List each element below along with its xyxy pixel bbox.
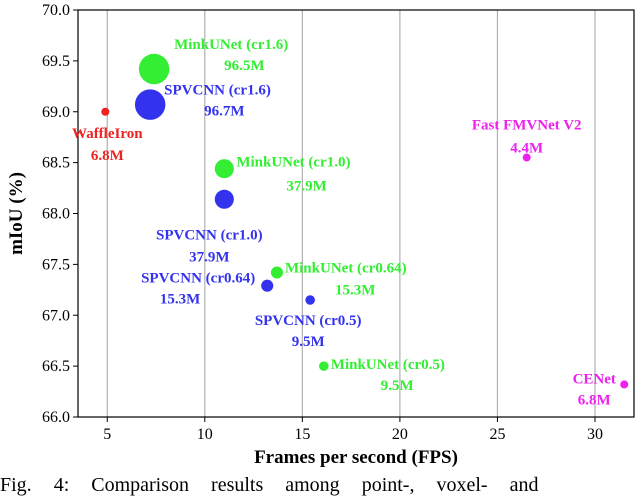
y-tick-label: 70.0 bbox=[42, 2, 70, 19]
point-label-params: 37.9M bbox=[286, 179, 326, 195]
grid bbox=[106, 10, 596, 417]
point-label-params: 6.8M bbox=[91, 148, 124, 164]
data-point bbox=[214, 159, 234, 179]
caption-word: 4: bbox=[53, 474, 70, 496]
point-label-name: MinkUNet (cr1.0) bbox=[236, 155, 350, 171]
point-label-params: 96.7M bbox=[204, 104, 244, 120]
x-tick-label: 30 bbox=[587, 426, 603, 443]
data-point bbox=[214, 189, 234, 209]
figure-caption: Fig. 4: Comparison results among point-, voxel… bbox=[0, 474, 640, 500]
point-label-params: 96.5M bbox=[224, 58, 264, 74]
caption-word: point-, bbox=[361, 474, 415, 496]
point-labels: MinkUNet (cr1.6) 96.5M SPVCNN (cr1.6) 96.7M… bbox=[72, 37, 616, 408]
point-label-name: Fast FMVNet V2 bbox=[472, 118, 582, 134]
point-label-name: MinkUNet (cr0.64) bbox=[285, 261, 407, 277]
y-tick-label: 66.0 bbox=[42, 409, 70, 426]
y-tick-label: 67.0 bbox=[42, 307, 70, 324]
point-label-name: WaffleIron bbox=[72, 126, 143, 142]
point-label-name: SPVCNN (cr0.64) bbox=[141, 271, 255, 287]
data-point bbox=[101, 107, 110, 116]
point-label-name: SPVCNN (cr1.6) bbox=[164, 83, 271, 99]
data-point bbox=[138, 53, 170, 85]
y-tick-label: 67.5 bbox=[42, 256, 70, 273]
point-label-params: 9.5M bbox=[292, 334, 325, 350]
caption-word: among bbox=[285, 474, 340, 496]
point-label-params: 37.9M bbox=[189, 249, 229, 265]
y-tick-label: 66.5 bbox=[42, 358, 70, 375]
data-point bbox=[522, 153, 531, 162]
data-point bbox=[620, 380, 629, 389]
point-label-params: 15.3M bbox=[335, 283, 375, 299]
point-label-name: SPVCNN (cr1.0) bbox=[156, 227, 263, 243]
axis-ticks: 5 10 15 20 25 30 66.0 66.5 67.0 67.5 68.0 68.5 69.0 6… bbox=[42, 2, 603, 443]
point-label-params: 4.4M bbox=[510, 141, 543, 157]
x-tick-label: 15 bbox=[294, 426, 310, 443]
data-point bbox=[270, 266, 284, 279]
point-label-params: 6.8M bbox=[578, 392, 611, 408]
point-label-params: 15.3M bbox=[160, 292, 200, 308]
x-axis-title: Frames per second (FPS) bbox=[254, 447, 458, 468]
y-axis-title: mIoU (%) bbox=[6, 172, 27, 255]
y-tick-label: 68.0 bbox=[42, 206, 70, 223]
data-point bbox=[305, 295, 315, 305]
point-label-name: MinkUNet (cr0.5) bbox=[331, 357, 445, 373]
x-tick-label: 5 bbox=[103, 426, 111, 443]
point-label-name: CENet bbox=[573, 371, 616, 387]
caption-word: Comparison bbox=[91, 474, 190, 496]
x-tick-label: 25 bbox=[489, 426, 505, 443]
scatter-chart: 5 10 15 20 25 30 66.0 66.5 67.0 67.5 68.0 68.5 69.0 6… bbox=[6, 2, 635, 468]
data-point bbox=[134, 89, 166, 120]
y-tick-label: 68.5 bbox=[42, 155, 70, 172]
data-point bbox=[319, 361, 329, 371]
x-tick-label: 20 bbox=[392, 426, 408, 443]
y-tick-label: 69.5 bbox=[42, 53, 70, 70]
data-point bbox=[261, 279, 274, 292]
caption-word: and bbox=[509, 474, 539, 496]
point-label-params: 9.5M bbox=[381, 378, 414, 394]
caption-word: Fig. bbox=[0, 474, 32, 496]
y-tick-label: 69.0 bbox=[42, 104, 70, 121]
caption-word: results bbox=[211, 474, 264, 496]
point-label-name: MinkUNet (cr1.6) bbox=[174, 37, 288, 53]
caption-word: voxel- bbox=[436, 474, 488, 496]
x-tick-label: 10 bbox=[197, 426, 213, 443]
point-label-name: SPVCNN (cr0.5) bbox=[255, 313, 362, 329]
data-points bbox=[101, 53, 629, 389]
